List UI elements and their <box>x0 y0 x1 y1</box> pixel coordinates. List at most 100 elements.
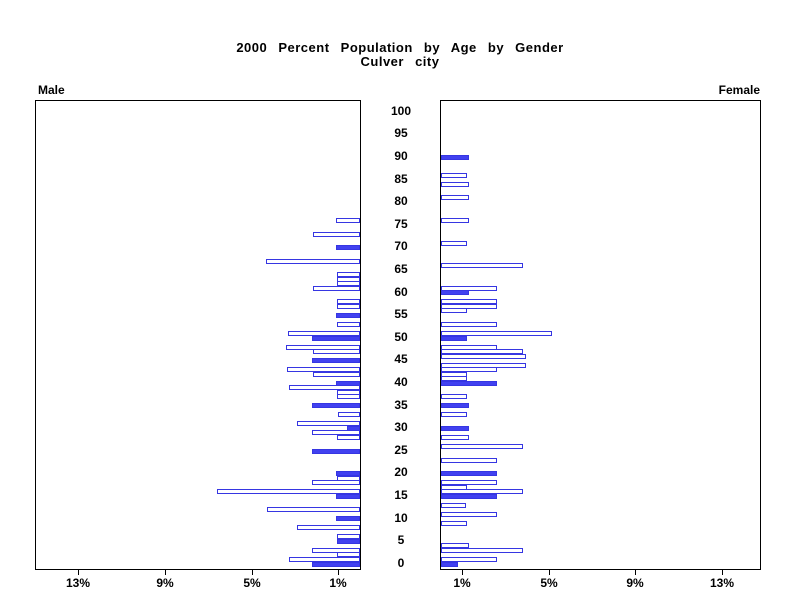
bar-male-age-67 <box>266 259 360 264</box>
bar-female-age-44 <box>441 363 526 368</box>
bar-male-age-35 <box>312 403 360 408</box>
age-tick-label-30: 30 <box>394 420 408 434</box>
age-tick-label-75: 75 <box>394 217 408 231</box>
bar-male-age-20 <box>336 471 360 476</box>
bar-male-age-15 <box>336 494 360 499</box>
female-pct-5-label: 5% <box>540 576 558 590</box>
bar-female-age-20 <box>441 471 497 476</box>
bar-female-age-53 <box>441 322 497 327</box>
male-pct-9-label: 5% <box>243 576 261 590</box>
bar-female-age-51 <box>441 331 552 336</box>
bar-male-age-38 <box>337 390 360 395</box>
bar-female-age-86 <box>441 173 467 178</box>
female-pct-1-tick <box>462 570 463 575</box>
age-tick-label-100: 100 <box>390 104 412 118</box>
bar-female-age-33 <box>441 412 467 417</box>
age-tick-label-70: 70 <box>394 239 408 253</box>
age-tick-label-5: 5 <box>397 533 405 547</box>
bar-male-age-40 <box>336 381 360 386</box>
age-tick-label-85: 85 <box>394 172 408 186</box>
male-pct-13-label: 1% <box>329 576 347 590</box>
bar-male-age-70 <box>336 245 360 250</box>
bar-male-age-33 <box>338 412 360 417</box>
bar-male-age-5 <box>337 539 360 544</box>
age-tick-label-60: 60 <box>394 285 408 299</box>
age-tick-label-65: 65 <box>394 262 408 276</box>
bar-male-age-29 <box>312 430 360 435</box>
female-pct-9-tick <box>635 570 636 575</box>
age-tick-label-90: 90 <box>394 149 408 163</box>
bar-male-age-19 <box>337 476 360 481</box>
bar-male-age-51 <box>288 331 360 336</box>
male-pct-13-tick <box>338 570 339 575</box>
age-tick-label-0: 0 <box>397 556 405 570</box>
bar-male-age-76 <box>336 218 360 223</box>
bar-female-age-28 <box>441 435 469 440</box>
bar-male-age-1 <box>289 557 360 562</box>
bar-male-age-16 <box>217 489 360 494</box>
bar-male-age-31 <box>297 421 360 426</box>
bar-male-age-53 <box>337 322 360 327</box>
bar-female-age-57 <box>441 304 497 309</box>
bar-male-age-0 <box>312 562 360 567</box>
female-pct-5-tick <box>549 570 550 575</box>
age-tick-label-10: 10 <box>394 511 408 525</box>
age-tick-label-25: 25 <box>394 443 408 457</box>
age-tick-label-55: 55 <box>394 307 408 321</box>
male-axis-label: Male <box>38 83 65 97</box>
bar-male-age-42 <box>313 372 360 377</box>
bar-male-age-45 <box>312 358 360 363</box>
bar-female-age-76 <box>441 218 469 223</box>
bar-male-age-10 <box>336 516 360 521</box>
age-tick-label-80: 80 <box>394 194 408 208</box>
male-pct-1-tick <box>78 570 79 575</box>
bar-female-age-0 <box>441 562 458 567</box>
bar-male-age-61 <box>313 286 360 291</box>
female-axis-label: Female <box>718 83 760 97</box>
bar-male-age-39 <box>289 385 360 390</box>
bar-male-age-12 <box>267 507 360 512</box>
bar-female-age-35 <box>441 403 469 408</box>
bar-female-age-71 <box>441 241 467 246</box>
bar-female-age-37 <box>441 394 467 399</box>
bar-female-age-90 <box>441 155 469 160</box>
age-tick-label-20: 20 <box>394 465 408 479</box>
male-pct-5-tick <box>165 570 166 575</box>
bar-female-age-26 <box>441 444 523 449</box>
bar-female-age-13 <box>441 503 466 508</box>
age-tick-label-50: 50 <box>394 330 408 344</box>
bar-male-age-28 <box>337 435 360 440</box>
bar-female-age-9 <box>441 521 467 526</box>
bar-male-age-64 <box>337 272 360 277</box>
bar-female-age-23 <box>441 458 497 463</box>
bar-male-age-18 <box>312 480 360 485</box>
female-pct-9-label: 9% <box>626 576 644 590</box>
bar-female-age-18 <box>441 480 497 485</box>
bar-female-age-17 <box>441 485 467 490</box>
male-pct-9-tick <box>252 570 253 575</box>
bar-male-age-3 <box>312 548 360 553</box>
bar-male-age-30 <box>347 426 360 431</box>
bar-male-age-48 <box>286 345 360 350</box>
age-tick-label-40: 40 <box>394 375 408 389</box>
bar-female-age-16 <box>441 489 523 494</box>
bar-male-age-43 <box>287 367 360 372</box>
bar-female-age-46 <box>441 354 526 359</box>
age-tick-label-35: 35 <box>394 398 408 412</box>
bar-male-age-8 <box>297 525 360 530</box>
age-tick-label-95: 95 <box>394 126 408 140</box>
female-pct-13-label: 13% <box>709 576 735 590</box>
bar-female-age-58 <box>441 299 497 304</box>
age-tick-label-15: 15 <box>394 488 408 502</box>
bar-female-age-42 <box>441 372 467 377</box>
bar-female-age-50 <box>441 336 467 341</box>
age-tick-label-45: 45 <box>394 352 408 366</box>
bar-female-age-66 <box>441 263 523 268</box>
female-pct-13-tick <box>722 570 723 575</box>
bar-male-age-6 <box>337 534 360 539</box>
bar-female-age-1 <box>441 557 497 562</box>
male-pct-5-label: 9% <box>156 576 174 590</box>
bar-female-age-81 <box>441 195 469 200</box>
bar-male-age-55 <box>336 313 360 318</box>
